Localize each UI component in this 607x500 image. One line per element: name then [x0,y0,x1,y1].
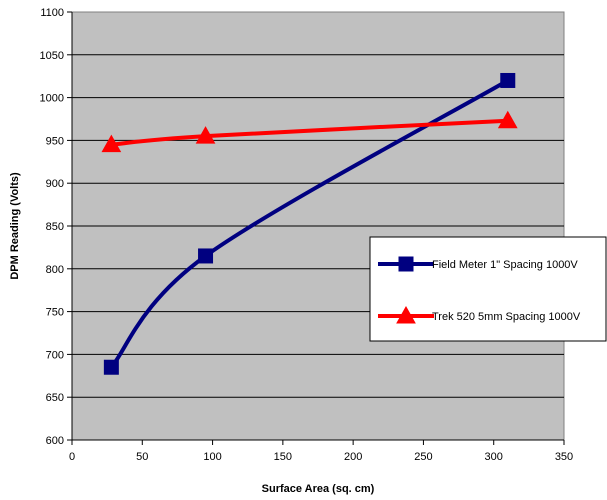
grid [72,54,564,398]
x-tick-label: 250 [414,451,432,463]
y-tick-label: 850 [46,221,64,233]
y-axis: 600 650 700 750 800 850 900 950 1000 1050 1100 [40,7,73,447]
y-tick-label: 1000 [40,93,64,105]
y-tick-label: 1050 [40,50,64,62]
legend-swatch-marker [398,256,414,272]
legend-swatch-marker [396,305,416,324]
y-tick-label: 600 [46,435,64,447]
legend-label: Field Meter 1" Spacing 1000V [432,259,578,271]
y-tick-label: 750 [46,307,64,319]
y-tick-label: 900 [46,178,64,190]
series-1 [103,72,516,375]
x-tick-label: 350 [555,451,573,463]
x-tick-label: 200 [344,451,362,463]
data-point [500,72,516,88]
y-axis-title: DPM Reading (Volts) [9,172,21,280]
y-tick-label: 800 [46,264,64,276]
y-tick-label: 950 [46,135,64,147]
x-tick-label: 300 [485,451,503,463]
legend-box [369,236,607,342]
y-tick-label: 700 [46,349,64,361]
x-tick-label: 50 [136,451,148,463]
series-group [101,72,518,375]
x-axis: 0 50 100 150 200 250 300 350 [69,439,573,463]
x-axis-title: Surface Area (sq. cm) [262,483,375,495]
data-point [101,134,122,153]
series-line [111,118,508,147]
legend: Field Meter 1" Spacing 1000V Trek 520 5mm… [369,236,607,342]
data-point [103,359,119,375]
data-point [198,248,214,264]
y-tick-label: 650 [46,392,64,404]
legend-label: Trek 520 5mm Spacing 1000V [432,311,581,323]
series-2 [101,110,518,153]
data-point [195,126,216,144]
y-tick-label: 1100 [40,7,64,19]
data-point [497,110,518,129]
series-line [109,78,509,369]
x-tick-label: 100 [203,451,221,463]
x-tick-label: 150 [274,451,292,463]
x-tick-label: 0 [69,451,75,463]
